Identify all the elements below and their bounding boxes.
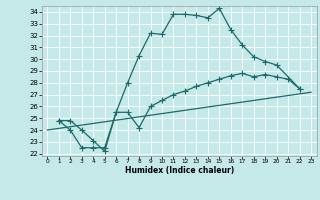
X-axis label: Humidex (Indice chaleur): Humidex (Indice chaleur) bbox=[124, 166, 234, 175]
